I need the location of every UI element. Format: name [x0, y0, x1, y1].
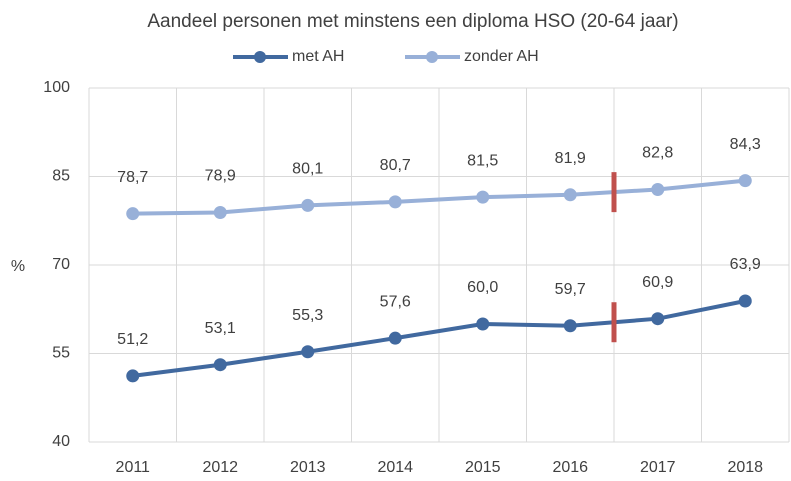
- legend-label: met AH: [292, 48, 344, 65]
- y-tick-label: 100: [43, 79, 70, 96]
- x-tick-label: 2011: [116, 459, 151, 476]
- x-tick-label: 2012: [202, 459, 238, 476]
- data-label: 60,9: [642, 274, 673, 291]
- x-tick-label: 2013: [290, 459, 326, 476]
- x-tick-label: 2017: [640, 459, 676, 476]
- data-label: 81,9: [555, 150, 586, 167]
- data-point: [126, 207, 140, 221]
- data-label: 51,2: [117, 331, 148, 348]
- data-point: [301, 198, 315, 212]
- data-label: 53,1: [205, 320, 236, 337]
- legend-marker: [426, 51, 438, 63]
- data-point: [301, 345, 315, 359]
- chart-title: Aandeel personen met minstens een diplom…: [147, 11, 678, 32]
- data-point: [476, 190, 490, 204]
- x-tick-label: 2015: [465, 459, 501, 476]
- data-point: [563, 188, 577, 202]
- data-point: [738, 294, 752, 308]
- data-point: [651, 182, 665, 196]
- data-point: [388, 331, 402, 345]
- y-tick-label: 85: [52, 168, 70, 185]
- data-label: 57,6: [380, 293, 411, 310]
- x-tick-label: 2016: [552, 459, 588, 476]
- data-point: [126, 369, 140, 383]
- data-label: 60,0: [467, 279, 498, 296]
- data-label: 63,9: [730, 256, 761, 273]
- data-point: [213, 358, 227, 372]
- legend-marker: [254, 51, 266, 63]
- data-label: 59,7: [555, 281, 586, 298]
- data-point: [563, 319, 577, 333]
- y-tick-label: 55: [52, 345, 70, 362]
- data-label: 81,5: [467, 152, 498, 169]
- data-label: 80,7: [380, 157, 411, 174]
- data-label: 78,9: [205, 168, 236, 185]
- y-tick-label: 40: [52, 433, 70, 450]
- series-line: [132, 299, 746, 378]
- data-point: [213, 205, 227, 219]
- data-label: 55,3: [292, 307, 323, 324]
- y-axis-label: %: [11, 258, 25, 275]
- data-label: 80,1: [292, 161, 323, 178]
- x-tick-label: 2014: [377, 459, 413, 476]
- x-tick-label: 2018: [727, 459, 763, 476]
- data-point: [388, 195, 402, 209]
- series-line: [132, 178, 746, 216]
- y-tick-label: 70: [52, 256, 70, 273]
- data-point: [738, 174, 752, 188]
- data-point: [476, 317, 490, 331]
- data-label: 84,3: [730, 136, 761, 153]
- data-label: 78,7: [117, 169, 148, 186]
- data-point: [651, 312, 665, 326]
- data-label: 82,8: [642, 145, 673, 162]
- legend-label: zonder AH: [464, 48, 539, 65]
